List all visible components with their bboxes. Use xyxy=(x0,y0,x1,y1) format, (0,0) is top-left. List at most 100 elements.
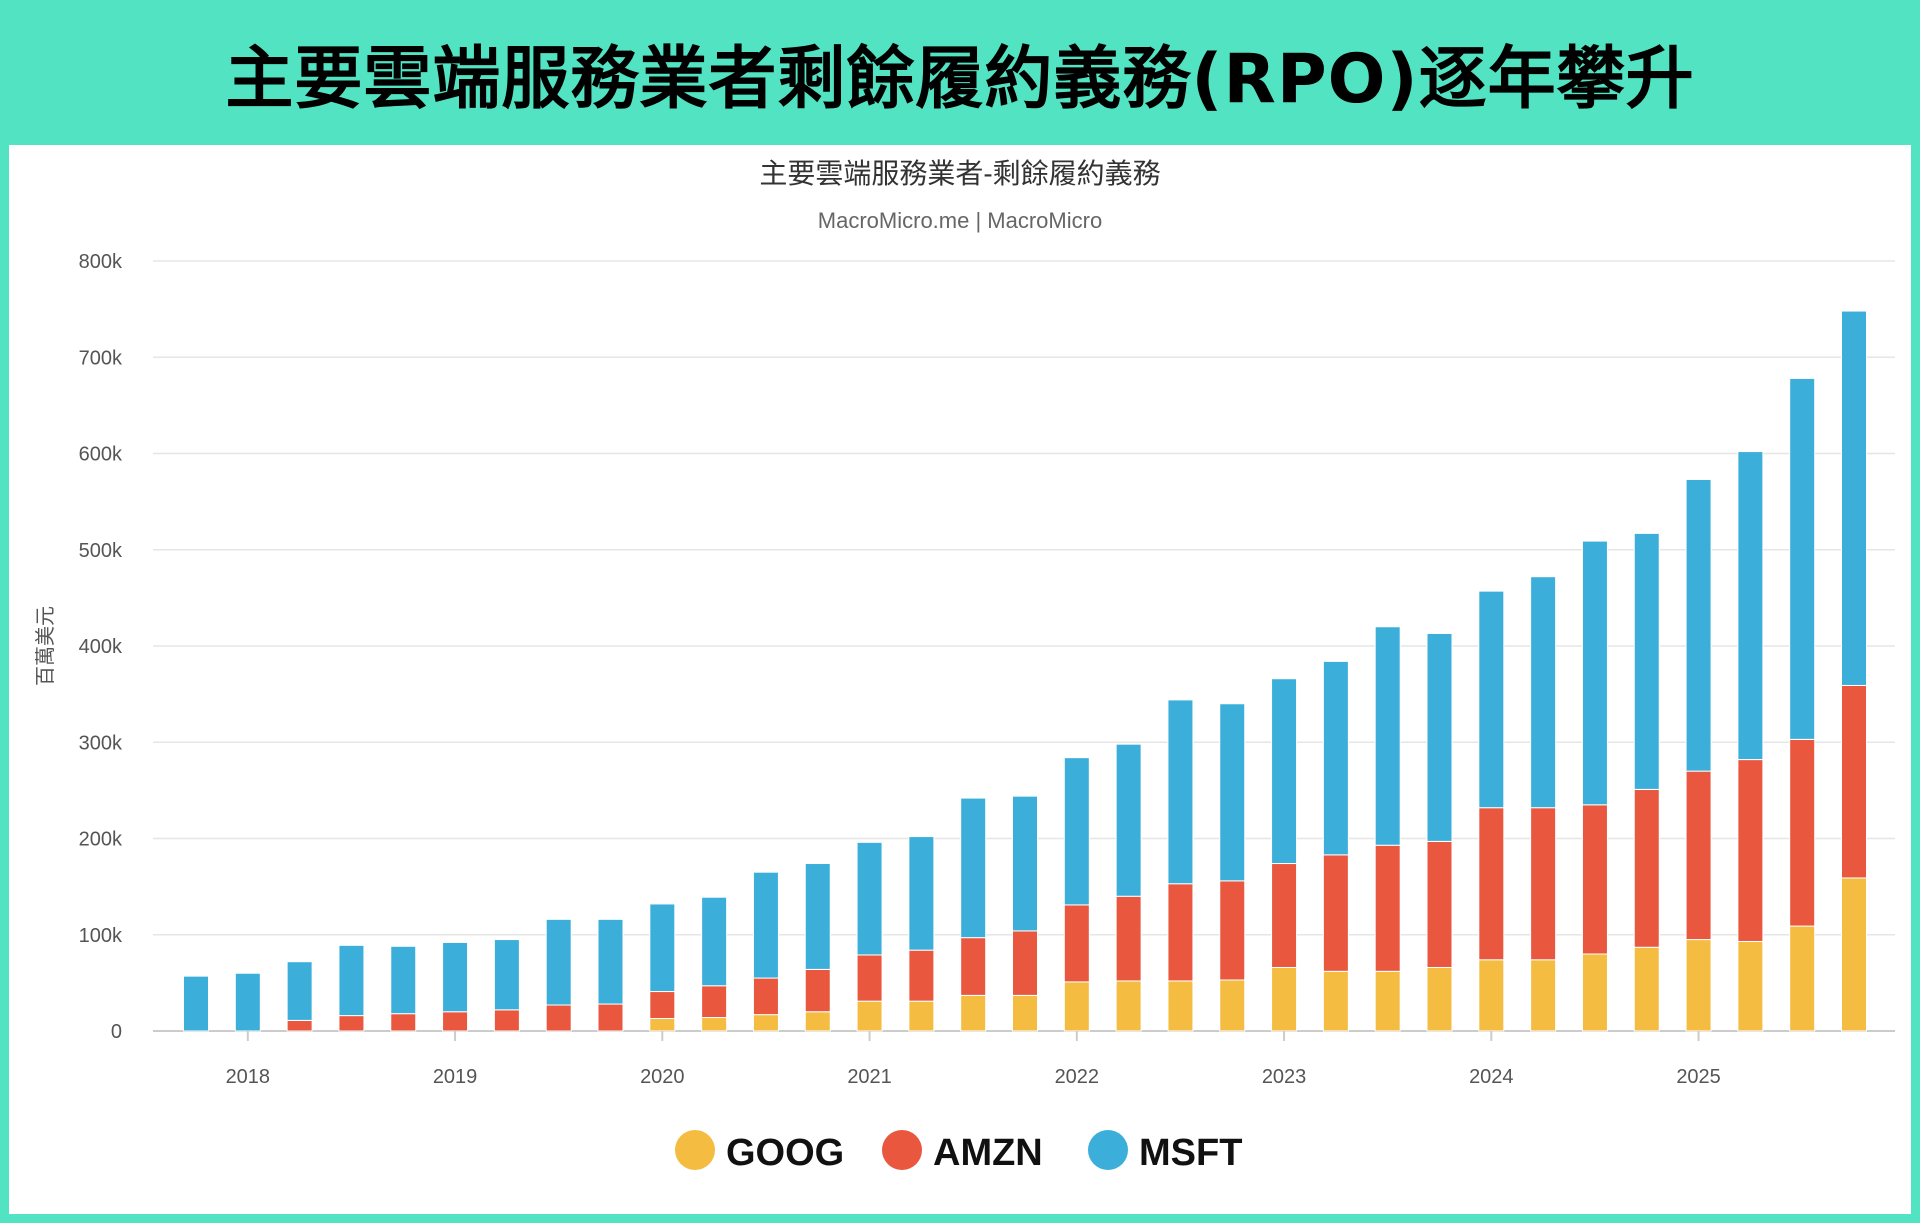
bar-amzn-2024Q1[interactable] xyxy=(1478,807,1505,961)
bar-goog-2020Q2[interactable] xyxy=(701,1017,728,1032)
bar-msft-2021Q1[interactable] xyxy=(856,841,883,956)
bar-goog-2023Q2[interactable] xyxy=(1322,970,1349,1032)
bar-goog-2020Q4[interactable] xyxy=(804,1011,831,1032)
bar-msft-2022Q4[interactable] xyxy=(1219,703,1246,882)
bar-goog-2025Q1[interactable] xyxy=(1685,939,1712,1032)
legend-marker xyxy=(882,1130,922,1170)
bar-goog-2025Q2[interactable] xyxy=(1737,940,1764,1032)
bar-msft-2024Q3[interactable] xyxy=(1581,540,1608,806)
y-tick-label: 500k xyxy=(79,540,123,562)
bar-goog-2020Q1[interactable] xyxy=(649,1017,676,1032)
bar-msft-2022Q3[interactable] xyxy=(1167,699,1194,885)
bar-amzn-2021Q1[interactable] xyxy=(856,954,883,1002)
y-tick-label: 100k xyxy=(79,925,123,947)
bar-msft-2017Q4[interactable] xyxy=(183,975,209,1032)
legend-marker xyxy=(675,1130,715,1170)
bar-msft-2021Q3[interactable] xyxy=(960,797,987,939)
bar-amzn-2019Q2[interactable] xyxy=(493,1009,520,1032)
bar-goog-2022Q4[interactable] xyxy=(1219,979,1246,1032)
bar-msft-2024Q1[interactable] xyxy=(1478,590,1505,809)
bar-msft-2024Q2[interactable] xyxy=(1530,576,1557,809)
bar-msft-2023Q3[interactable] xyxy=(1374,626,1401,846)
bar-goog-2023Q3[interactable] xyxy=(1374,970,1401,1032)
bar-goog-2024Q1[interactable] xyxy=(1478,959,1505,1032)
bar-msft-2019Q2[interactable] xyxy=(493,939,520,1011)
bar-goog-2021Q4[interactable] xyxy=(1012,994,1038,1032)
bar-msft-2022Q1[interactable] xyxy=(1063,757,1090,906)
bar-amzn-2025Q4[interactable] xyxy=(1841,684,1867,879)
bar-msft-2018Q1[interactable] xyxy=(234,972,261,1032)
bar-msft-2025Q1[interactable] xyxy=(1685,478,1712,772)
bar-goog-2021Q3[interactable] xyxy=(960,994,987,1032)
bar-msft-2024Q4[interactable] xyxy=(1633,532,1660,790)
bar-goog-2021Q2[interactable] xyxy=(908,1000,935,1032)
bar-goog-2021Q1[interactable] xyxy=(856,1000,883,1032)
bar-msft-2019Q1[interactable] xyxy=(442,941,469,1013)
bar-amzn-2022Q2[interactable] xyxy=(1115,895,1142,982)
bar-amzn-2019Q4[interactable] xyxy=(597,1003,624,1032)
bar-amzn-2023Q1[interactable] xyxy=(1271,863,1298,968)
bar-msft-2020Q2[interactable] xyxy=(701,896,728,987)
y-tick-label: 800k xyxy=(79,251,123,273)
legend-item-msft[interactable]: MSFT xyxy=(1088,1130,1242,1174)
bar-amzn-2021Q2[interactable] xyxy=(908,949,935,1002)
legend-item-goog[interactable]: GOOG xyxy=(675,1130,844,1174)
bar-msft-2019Q3[interactable] xyxy=(545,918,572,1006)
bar-amzn-2019Q1[interactable] xyxy=(442,1011,469,1032)
x-tick-label: 2023 xyxy=(1262,1066,1307,1088)
bar-amzn-2020Q2[interactable] xyxy=(701,985,728,1019)
bar-amzn-2025Q2[interactable] xyxy=(1737,759,1764,942)
bar-amzn-2018Q2[interactable] xyxy=(286,1019,313,1032)
bar-msft-2025Q2[interactable] xyxy=(1737,451,1764,761)
bar-amzn-2021Q4[interactable] xyxy=(1012,930,1038,996)
bar-amzn-2023Q4[interactable] xyxy=(1426,840,1453,968)
bar-amzn-2024Q4[interactable] xyxy=(1633,788,1660,948)
bar-msft-2025Q4[interactable] xyxy=(1841,310,1867,686)
bar-amzn-2024Q3[interactable] xyxy=(1581,804,1608,955)
bar-msft-2023Q4[interactable] xyxy=(1426,632,1453,842)
bar-goog-2022Q3[interactable] xyxy=(1167,980,1194,1032)
bar-msft-2023Q1[interactable] xyxy=(1271,678,1298,865)
bar-msft-2019Q4[interactable] xyxy=(597,918,624,1005)
bar-goog-2022Q1[interactable] xyxy=(1063,981,1090,1032)
bar-amzn-2020Q3[interactable] xyxy=(752,977,779,1016)
bar-amzn-2020Q1[interactable] xyxy=(649,991,676,1019)
bar-amzn-2022Q4[interactable] xyxy=(1219,880,1246,981)
bar-msft-2023Q2[interactable] xyxy=(1322,660,1349,856)
bar-amzn-2023Q2[interactable] xyxy=(1322,854,1349,972)
bar-goog-2022Q2[interactable] xyxy=(1115,980,1142,1032)
bar-amzn-2021Q3[interactable] xyxy=(960,937,987,996)
bar-msft-2025Q3[interactable] xyxy=(1789,377,1816,740)
bar-goog-2024Q3[interactable] xyxy=(1581,953,1608,1032)
bar-msft-2018Q2[interactable] xyxy=(286,961,313,1021)
bar-amzn-2023Q3[interactable] xyxy=(1374,844,1401,972)
bar-goog-2025Q4[interactable] xyxy=(1841,877,1867,1032)
bar-amzn-2025Q1[interactable] xyxy=(1685,770,1712,941)
legend-item-amzn[interactable]: AMZN xyxy=(882,1130,1043,1174)
bar-amzn-2022Q3[interactable] xyxy=(1167,883,1194,982)
bar-amzn-2024Q2[interactable] xyxy=(1530,807,1557,961)
bar-msft-2018Q3[interactable] xyxy=(338,944,365,1017)
y-tick-label: 200k xyxy=(79,829,123,851)
bar-goog-2024Q4[interactable] xyxy=(1633,946,1660,1032)
bar-msft-2018Q4[interactable] xyxy=(390,945,417,1015)
bar-msft-2020Q1[interactable] xyxy=(649,903,676,993)
bar-goog-2024Q2[interactable] xyxy=(1530,959,1557,1032)
bar-goog-2020Q3[interactable] xyxy=(752,1014,779,1032)
bar-msft-2020Q3[interactable] xyxy=(752,871,779,979)
bar-msft-2021Q2[interactable] xyxy=(908,836,935,951)
bar-amzn-2018Q4[interactable] xyxy=(390,1013,417,1032)
y-tick-label: 0 xyxy=(111,1021,122,1043)
bar-msft-2020Q4[interactable] xyxy=(804,863,831,970)
y-tick-label: 700k xyxy=(79,347,123,369)
bar-amzn-2022Q1[interactable] xyxy=(1063,904,1090,983)
bar-msft-2022Q2[interactable] xyxy=(1115,743,1142,897)
bar-goog-2023Q1[interactable] xyxy=(1271,966,1298,1032)
bar-amzn-2018Q3[interactable] xyxy=(338,1015,365,1032)
bar-goog-2025Q3[interactable] xyxy=(1789,925,1816,1032)
bar-amzn-2020Q4[interactable] xyxy=(804,968,831,1013)
bar-goog-2023Q4[interactable] xyxy=(1426,966,1453,1032)
bar-amzn-2025Q3[interactable] xyxy=(1789,738,1816,927)
bar-msft-2021Q4[interactable] xyxy=(1012,795,1038,932)
bar-amzn-2019Q3[interactable] xyxy=(545,1004,572,1032)
